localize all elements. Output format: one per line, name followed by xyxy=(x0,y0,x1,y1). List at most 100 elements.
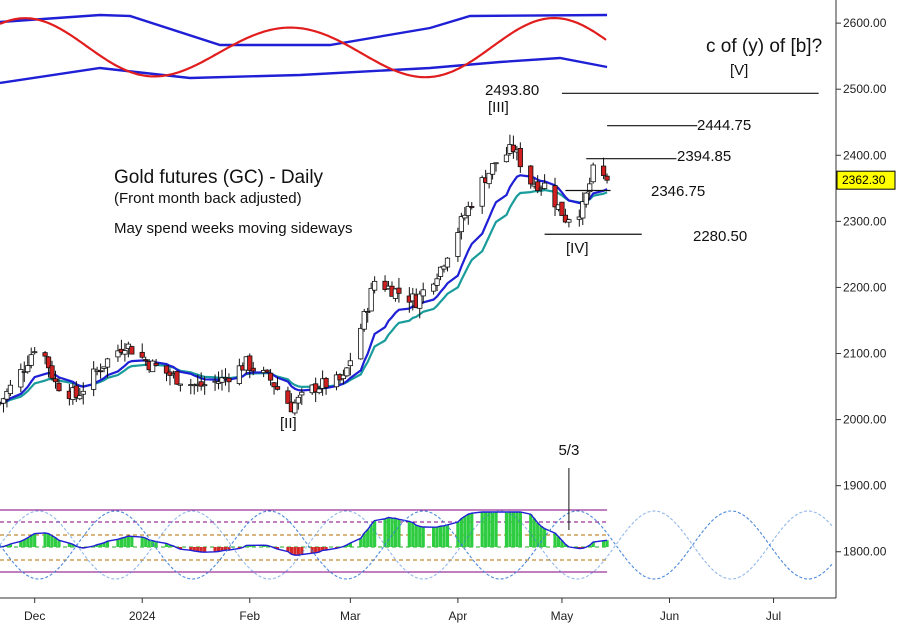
candle xyxy=(486,172,492,189)
histogram-bar xyxy=(192,547,196,552)
histogram-bar xyxy=(8,543,13,547)
ma-fast-line xyxy=(0,174,608,405)
histogram-bar xyxy=(216,547,221,552)
candle xyxy=(361,308,367,332)
price-tick-label: 1800.00 xyxy=(843,545,887,559)
histogram-bar xyxy=(300,547,304,555)
candle xyxy=(143,356,149,366)
histogram-bar xyxy=(178,547,182,550)
histogram-bar xyxy=(494,512,498,547)
candle xyxy=(292,399,298,416)
candle xyxy=(441,264,447,273)
histogram-bar xyxy=(22,539,26,547)
histogram-bar xyxy=(26,537,30,547)
histogram-bar xyxy=(227,547,231,551)
candle xyxy=(104,357,111,378)
candle xyxy=(479,175,485,214)
candle xyxy=(274,377,281,391)
histogram-bar xyxy=(251,545,255,547)
wave-label: [III] xyxy=(488,99,509,116)
histogram-bar xyxy=(140,537,144,547)
histogram-bar xyxy=(605,540,609,547)
histogram-bar xyxy=(397,519,401,547)
histogram-bar xyxy=(5,545,9,547)
histogram-bar xyxy=(223,547,228,551)
time-tick-label: Apr xyxy=(449,609,468,623)
candle xyxy=(91,361,97,397)
candle xyxy=(316,385,322,395)
histogram-bar xyxy=(504,512,509,547)
candle xyxy=(188,378,194,395)
histogram-bar xyxy=(164,543,169,547)
candle xyxy=(45,356,52,378)
candle xyxy=(517,142,523,173)
wave-label: c of (y) of [b]? xyxy=(706,36,822,57)
candle xyxy=(150,359,156,373)
candle xyxy=(455,227,461,262)
candle xyxy=(97,363,104,379)
candle xyxy=(56,378,62,392)
histogram-bar xyxy=(154,541,158,547)
histogram-bar xyxy=(345,544,349,547)
histogram-bar xyxy=(275,547,280,550)
time-tick-label: Jun xyxy=(660,609,679,623)
histogram-bar xyxy=(348,543,352,547)
histogram-bar xyxy=(515,512,519,547)
band-line xyxy=(0,13,608,47)
histogram-bar xyxy=(248,545,252,547)
chart-subtitle: (Front month back adjusted) xyxy=(114,190,302,207)
wave-label: [V] xyxy=(730,62,748,79)
cycle-wave xyxy=(0,510,833,580)
candle xyxy=(583,191,589,208)
histogram-bar xyxy=(189,547,193,551)
candle xyxy=(73,381,79,402)
wave-label: [IV] xyxy=(566,240,589,257)
histogram-bar xyxy=(511,512,515,547)
candle xyxy=(604,173,610,184)
time-tick-label: Jul xyxy=(766,609,781,623)
histogram-bar xyxy=(442,525,446,547)
candle xyxy=(49,360,55,381)
histogram-bar xyxy=(324,547,328,550)
time-tick-label: Dec xyxy=(24,609,45,623)
price-tick-label: 2400.00 xyxy=(843,148,887,162)
histogram-bar xyxy=(577,547,581,549)
histogram-bar xyxy=(438,526,443,547)
histogram-bar xyxy=(265,545,269,547)
price-tick-label: 2300.00 xyxy=(843,214,887,228)
candle xyxy=(174,370,180,385)
candle xyxy=(7,379,14,397)
histogram-bar xyxy=(98,543,103,547)
histogram-bar xyxy=(43,532,47,547)
level-label: 2493.80 xyxy=(485,82,539,99)
histogram-bar xyxy=(71,544,75,547)
candle xyxy=(372,276,378,294)
candle xyxy=(271,382,277,395)
histogram-bar xyxy=(168,544,172,547)
candle xyxy=(528,165,534,189)
candle xyxy=(600,157,607,180)
histogram-bar xyxy=(314,547,318,553)
candle xyxy=(177,383,183,392)
candle xyxy=(295,394,301,410)
candle xyxy=(559,201,565,216)
candle xyxy=(247,353,253,379)
candle xyxy=(28,347,34,369)
histogram-bar xyxy=(553,533,557,547)
candle xyxy=(226,373,232,393)
candle xyxy=(510,135,516,159)
candle xyxy=(458,212,464,240)
candle xyxy=(323,376,329,395)
candle xyxy=(198,372,204,391)
histogram-bar xyxy=(601,540,606,547)
candle xyxy=(219,369,225,391)
candle xyxy=(493,162,499,172)
histogram-bar xyxy=(435,527,439,547)
candle xyxy=(580,192,586,226)
histogram-bar xyxy=(407,521,411,547)
candle xyxy=(250,361,256,376)
candle xyxy=(431,282,437,295)
candle xyxy=(163,365,170,382)
candle xyxy=(32,346,38,355)
